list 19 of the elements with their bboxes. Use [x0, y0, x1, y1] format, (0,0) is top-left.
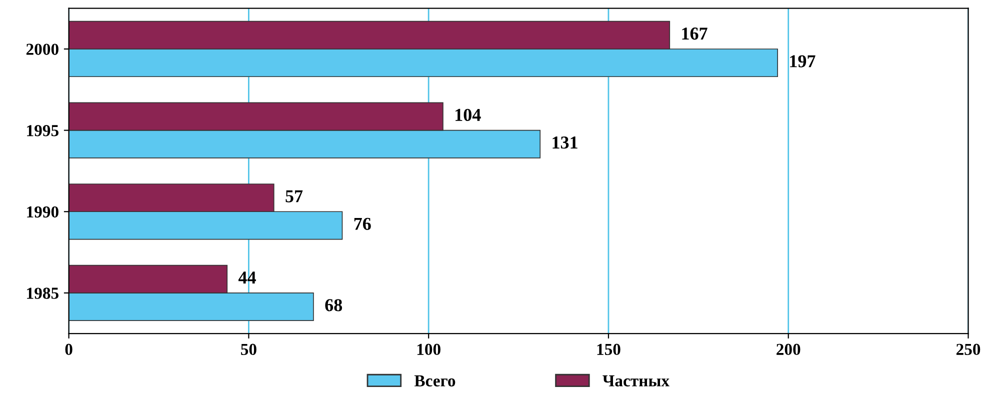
- x-tick-label: 250: [956, 344, 980, 356]
- data-label: 57: [286, 190, 303, 202]
- y-tick-label: 1985: [27, 288, 58, 299]
- x-tick-label: 100: [417, 344, 440, 356]
- y-tick-label: 1995: [27, 125, 58, 136]
- x-tick-label: 200: [776, 344, 800, 356]
- legend-label: Частных: [602, 375, 670, 386]
- y-tick-label: 1990: [27, 206, 58, 218]
- legend-label: Всего: [414, 375, 456, 386]
- x-tick-label: 150: [597, 344, 620, 356]
- data-label: 76: [354, 218, 371, 230]
- data-label: 197: [790, 55, 816, 68]
- data-label: 167: [682, 28, 708, 40]
- x-tick-label: 0: [65, 344, 72, 356]
- data-label: 104: [456, 108, 481, 122]
- x-tick-label: 50: [241, 344, 256, 356]
- data-label: 131: [552, 136, 578, 149]
- y-tick-label: 2000: [26, 44, 58, 55]
- data-label: 68: [325, 299, 342, 312]
